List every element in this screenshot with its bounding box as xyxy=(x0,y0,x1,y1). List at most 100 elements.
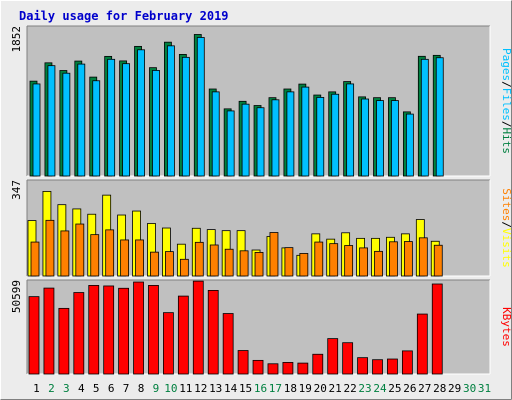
kbytes-bar xyxy=(222,313,234,375)
x-tick-label: 14 xyxy=(224,382,238,395)
kbytes-bar xyxy=(297,362,309,375)
x-tick-label: 3 xyxy=(63,382,70,395)
kbytes-bar xyxy=(58,307,70,375)
kbytes-bar xyxy=(28,296,40,375)
files-bar xyxy=(152,70,160,177)
x-tick-label: 27 xyxy=(418,382,431,395)
legend-files: Files xyxy=(500,88,512,121)
files-bar xyxy=(137,49,145,177)
legend-separator: / xyxy=(500,81,512,88)
x-tick-label: 16 xyxy=(254,382,267,395)
kbytes-bar xyxy=(133,281,144,375)
x-tick-label: 4 xyxy=(78,382,85,395)
sites-bar xyxy=(209,244,219,277)
x-tick-label: 1 xyxy=(33,382,40,395)
sites-bar xyxy=(403,241,413,277)
sites-bar xyxy=(329,243,339,277)
x-tick-label: 21 xyxy=(329,382,342,395)
sites-bar xyxy=(374,250,383,277)
legend: KBytes xyxy=(500,307,512,347)
sites-bar xyxy=(299,253,309,277)
y-max-label: 347 xyxy=(10,180,23,200)
files-bar xyxy=(301,86,310,177)
kbytes-bar xyxy=(177,295,189,375)
chart-title: Daily usage for February 2019 xyxy=(19,9,229,23)
files-bar xyxy=(167,45,175,177)
kbytes-bar xyxy=(252,359,264,375)
x-tick-label: 13 xyxy=(209,382,222,395)
files-bar xyxy=(286,91,295,177)
kbytes-bar xyxy=(357,357,368,375)
kbytes-bar xyxy=(267,363,279,375)
x-tick-label: 17 xyxy=(269,382,282,395)
sites-bar xyxy=(433,244,443,277)
files-bar xyxy=(196,37,205,177)
sites-bar xyxy=(194,241,204,277)
legend-visits: Visits xyxy=(500,228,512,268)
legend: Pages/Files/Hits xyxy=(500,48,512,154)
sites-bar xyxy=(344,245,354,277)
files-bar xyxy=(32,83,41,177)
files-bar xyxy=(181,56,190,177)
sites-bar xyxy=(165,251,174,277)
kbytes-bar xyxy=(148,285,159,375)
y-max-label: 1852 xyxy=(10,26,23,53)
x-tick-label: 26 xyxy=(403,382,416,395)
kbytes-bar xyxy=(282,362,294,375)
sites-bar xyxy=(239,250,249,277)
x-tick-label: 29 xyxy=(448,382,461,395)
files-bar xyxy=(420,58,429,177)
files-bar xyxy=(241,103,250,177)
legend-kbytes: KBytes xyxy=(500,307,512,347)
legend-separator: / xyxy=(500,121,512,128)
sites-bar xyxy=(135,239,144,277)
kbytes-bar xyxy=(118,287,130,375)
sites-bar xyxy=(75,223,85,277)
files-bar xyxy=(107,58,116,177)
files-bar xyxy=(47,65,56,177)
kbytes-bar xyxy=(43,287,55,375)
legend-pages: Pages xyxy=(500,48,512,81)
x-tick-label: 30 xyxy=(463,382,476,395)
y-max-label: 50599 xyxy=(10,280,23,313)
x-tick-label: 8 xyxy=(138,382,145,395)
sites-bar xyxy=(224,248,234,277)
x-tick-label: 11 xyxy=(179,382,192,395)
sites-bar xyxy=(120,239,130,277)
files-bar xyxy=(211,91,220,177)
sites-bar xyxy=(284,247,294,277)
kbytes-bar xyxy=(163,312,174,375)
x-tick-label: 5 xyxy=(93,382,100,395)
x-axis-day-labels: 1 2 3 4 5 6 7 8 9 10 11 12 13 14 15 16 17 18 19 20 21 22 23 24 2… xyxy=(33,382,491,395)
kbytes-bar xyxy=(73,292,85,375)
x-tick-label: 25 xyxy=(388,382,401,395)
x-tick-label: 12 xyxy=(194,382,207,395)
files-bar xyxy=(256,107,265,177)
x-tick-label: 9 xyxy=(153,382,160,395)
sites-bar xyxy=(105,229,115,277)
kbytes-bar xyxy=(387,358,398,375)
legend-sites: Sites xyxy=(500,188,512,221)
sites-bar xyxy=(30,241,40,277)
files-bar xyxy=(376,100,384,177)
sites-bar xyxy=(389,241,398,277)
files-bar xyxy=(226,110,235,177)
files-bar xyxy=(122,63,131,177)
sites-bar xyxy=(418,237,428,277)
x-tick-label: 22 xyxy=(343,382,356,395)
x-tick-label: 10 xyxy=(164,382,177,395)
x-tick-label: 31 xyxy=(478,382,491,395)
kbytes-bar xyxy=(237,350,249,375)
kbytes-bar xyxy=(416,313,428,375)
x-tick-label: 7 xyxy=(123,382,130,395)
sites-bar xyxy=(269,232,279,277)
sites-bar xyxy=(179,258,189,277)
kbytes-bar xyxy=(192,280,204,375)
files-bar xyxy=(316,97,325,177)
kbytes-panel: 50599 KBytes xyxy=(10,279,512,375)
files-bar xyxy=(435,57,444,177)
files-bar xyxy=(331,93,340,177)
kbytes-bar xyxy=(327,338,339,375)
x-tick-label: 18 xyxy=(284,382,297,395)
